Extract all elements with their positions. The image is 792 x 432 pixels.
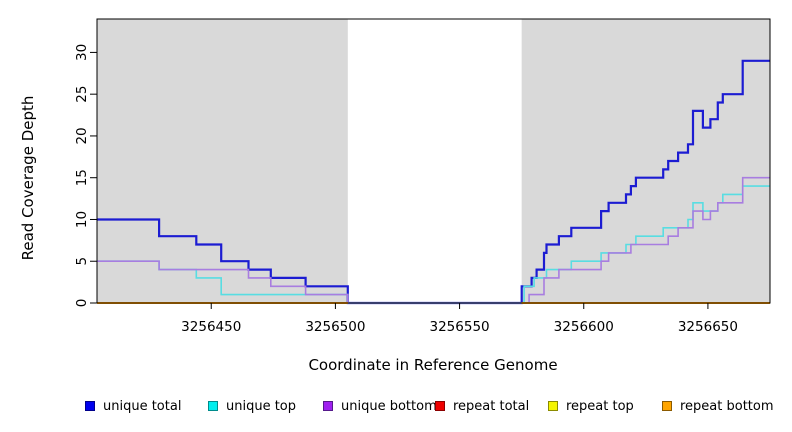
legend-item-repeat-top: repeat top — [548, 398, 634, 414]
legend-item-unique-top: unique top — [208, 398, 296, 414]
legend-swatch-unique-top — [208, 401, 218, 411]
x-tick-label: 3256450 — [181, 319, 241, 335]
legend-item-unique-total: unique total — [85, 398, 181, 414]
highlight-band — [347, 19, 522, 303]
series-unique-bottom-line — [97, 176, 770, 304]
legend-item-repeat-bottom: repeat bottom — [662, 398, 774, 414]
legend: unique total unique top unique bottom repea… — [0, 398, 792, 420]
legend-label: unique bottom — [341, 398, 437, 414]
y-tick-label: 10 — [74, 211, 90, 228]
legend-label: unique top — [226, 398, 297, 414]
y-tick-label: 30 — [74, 44, 90, 61]
y-axis-title: Read Coverage Depth — [19, 95, 37, 261]
y-tick-label: 5 — [74, 257, 90, 266]
legend-label: repeat total — [453, 398, 530, 414]
legend-swatch-repeat-bottom — [662, 401, 672, 411]
series-unique-total-line — [97, 59, 770, 305]
x-tick-label: 3256600 — [554, 319, 614, 335]
legend-swatch-unique-bottom — [323, 401, 333, 411]
legend-label: repeat top — [566, 398, 634, 414]
x-tick-label: 3256550 — [430, 319, 490, 335]
legend-swatch-unique-total — [85, 401, 95, 411]
legend-item-repeat-total: repeat total — [435, 398, 529, 414]
legend-label: unique total — [103, 398, 182, 414]
legend-item-unique-bottom: unique bottom — [323, 398, 437, 414]
y-tick-label: 15 — [74, 169, 90, 186]
legend-label: repeat bottom — [680, 398, 774, 414]
y-tick-label: 20 — [74, 127, 90, 144]
x-tick-label: 3256650 — [678, 319, 738, 335]
plot-border — [96, 18, 771, 304]
y-tick-label: 0 — [74, 299, 90, 308]
y-tick-label: 25 — [74, 86, 90, 103]
legend-swatch-repeat-total — [435, 401, 445, 411]
x-axis-title: Coordinate in Reference Genome — [308, 356, 558, 374]
x-tick-label: 3256500 — [305, 319, 365, 335]
legend-swatch-repeat-top — [548, 401, 558, 411]
